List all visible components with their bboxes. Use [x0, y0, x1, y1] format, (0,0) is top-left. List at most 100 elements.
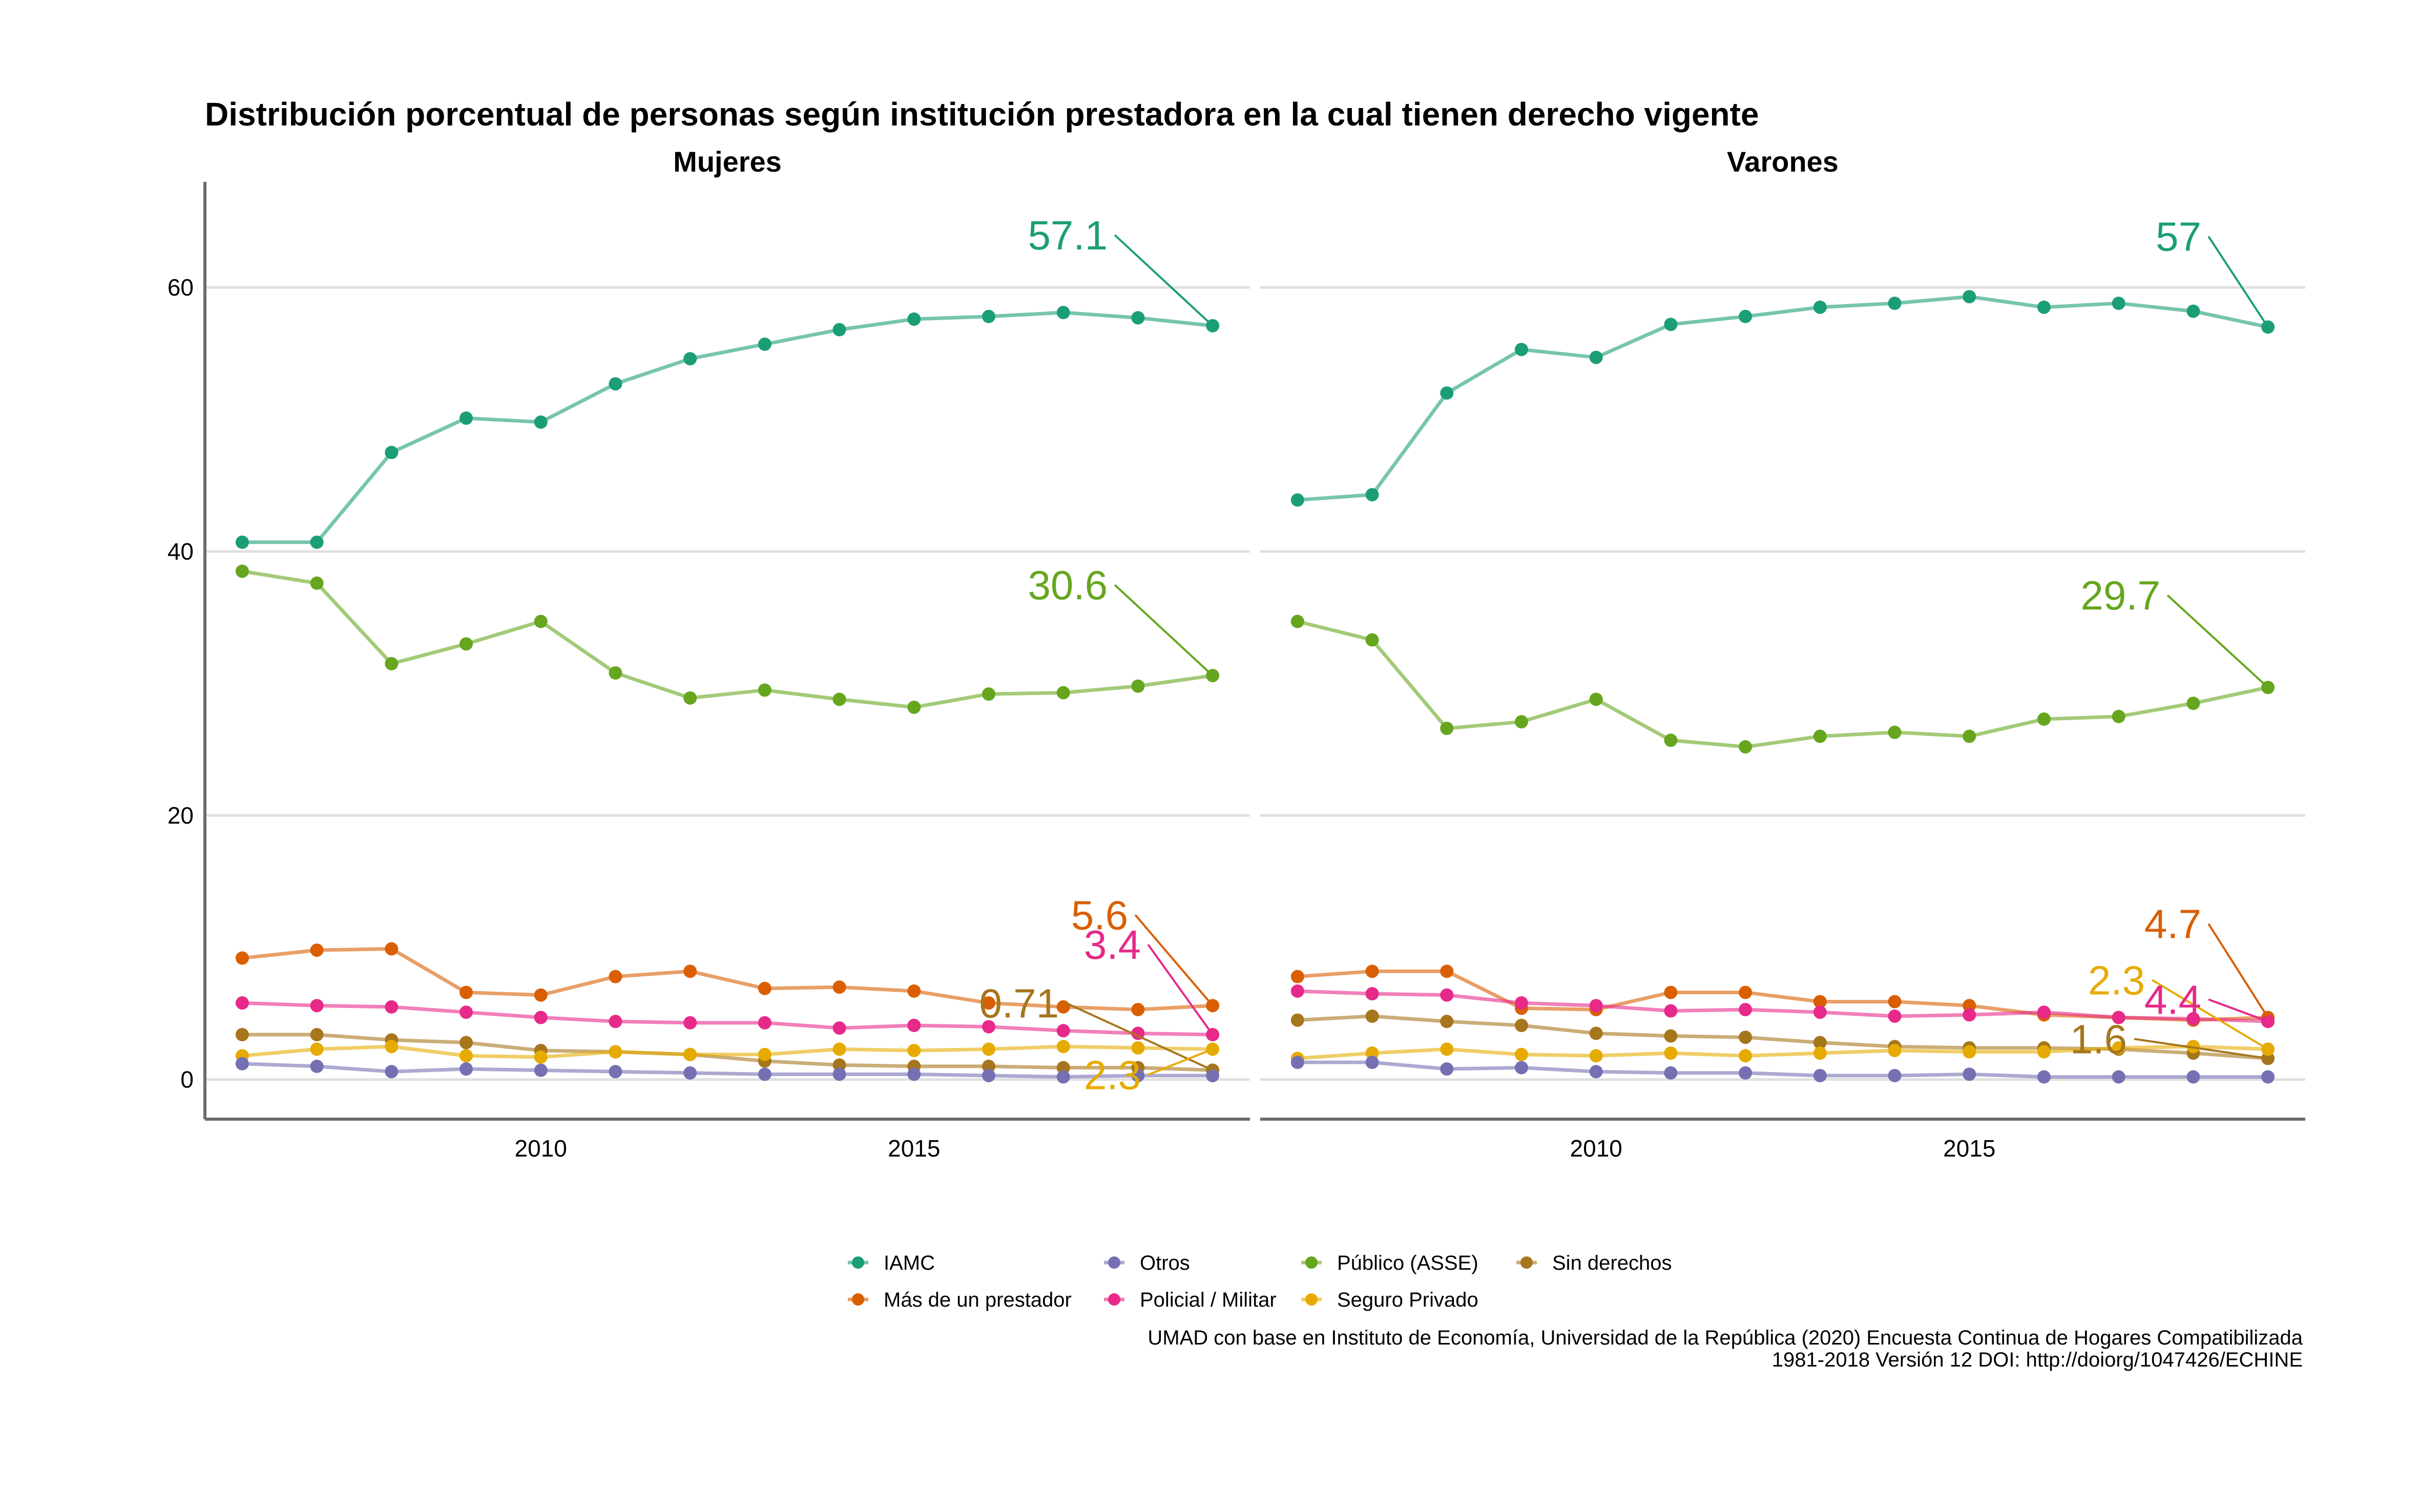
label-leader-sin-derechos [2134, 1038, 2268, 1060]
data-point-otros [1515, 1061, 1528, 1075]
data-point-iamc [609, 377, 622, 391]
data-point-otros [1440, 1062, 1454, 1076]
panel-mujeres: Mujeres 0 20 40 60 2010 2015 57.1 30.6 5.63.4 0.71… [168, 145, 1250, 1162]
data-point-policial-militar [1515, 996, 1528, 1010]
data-point-iamc [460, 411, 473, 425]
data-point-seguro-privado [982, 1042, 995, 1056]
legend-key-point-policial-militar [1108, 1293, 1120, 1306]
data-point-mas-de-un-prestador [907, 984, 921, 998]
data-point-publico-asse [385, 657, 399, 670]
end-label-seguro-privado: 2.3 [2088, 957, 2145, 1003]
data-point-mas-de-un-prestador [1813, 995, 1827, 1009]
legend-key-point-mas-de-un-prestador [852, 1293, 864, 1306]
data-point-publico-asse [609, 666, 622, 680]
panel-title-mujeres: Mujeres [673, 145, 782, 178]
data-point-policial-militar [1589, 999, 1603, 1013]
data-point-otros [310, 1059, 324, 1073]
data-point-seguro-privado [534, 1050, 548, 1064]
legend-item-seguro-privado: Seguro Privado [1301, 1289, 1478, 1311]
data-point-seguro-privado [907, 1043, 921, 1057]
series-line-mas-de-un-prestador [242, 947, 1213, 1012]
legend-label-mas-de-un-prestador: Más de un prestador [884, 1289, 1072, 1311]
legend: IAMC Más de un prestador Otros Policial / M… [848, 1252, 1672, 1311]
data-point-iamc [1888, 297, 1902, 310]
end-label-mas-de-un-prestador: 5.6 [1071, 892, 1128, 938]
series-line-iamc [242, 310, 1213, 544]
data-point-otros [758, 1067, 771, 1081]
label-leader-seguro-privado [1148, 1048, 1213, 1076]
data-point-publico-asse [1963, 729, 1976, 743]
series-line-seguro-privado [242, 1044, 1213, 1059]
data-point-publico-asse [2037, 712, 2051, 726]
data-point-seguro-privado [683, 1047, 697, 1061]
data-point-iamc [235, 535, 249, 549]
data-point-mas-de-un-prestador [1440, 964, 1454, 978]
data-point-mas-de-un-prestador [460, 985, 473, 999]
data-point-seguro-privado [1515, 1047, 1528, 1061]
data-point-otros [609, 1065, 622, 1079]
data-point-policial-militar [907, 1019, 921, 1032]
data-point-iamc [1056, 306, 1070, 320]
y-tick-label-20: 20 [168, 802, 194, 829]
data-point-mas-de-un-prestador [609, 970, 622, 983]
data-point-iamc [1813, 300, 1827, 314]
data-point-mas-de-un-prestador [235, 951, 249, 965]
data-point-seguro-privado [1589, 1049, 1603, 1063]
chart-panels: Mujeres 0 20 40 60 2010 2015 57.1 30.6 5.63.4 0.71… [168, 145, 2305, 1162]
legend-label-iamc: IAMC [884, 1252, 935, 1274]
end-label-policial-militar: 3.4 [1084, 922, 1141, 968]
data-point-otros [1131, 1068, 1145, 1082]
data-point-otros [1739, 1066, 1753, 1080]
data-point-policial-militar [982, 1020, 995, 1034]
data-point-sin-derechos [1290, 1013, 1304, 1027]
legend-item-otros: Otros [1104, 1252, 1190, 1274]
data-point-mas-de-un-prestador [534, 988, 548, 1002]
data-point-iamc [2186, 304, 2200, 318]
panel-title-varones: Varones [1727, 145, 1839, 178]
y-tick-label-60: 60 [168, 274, 194, 301]
legend-label-policial-militar: Policial / Militar [1140, 1289, 1277, 1311]
data-point-policial-militar [460, 1005, 473, 1019]
data-point-policial-militar [235, 996, 249, 1010]
data-point-seguro-privado [385, 1040, 399, 1054]
data-point-seguro-privado [460, 1049, 473, 1063]
data-point-otros [1664, 1066, 1678, 1080]
data-point-iamc [534, 415, 548, 429]
data-point-publico-asse [1290, 615, 1304, 628]
data-point-publico-asse [683, 691, 697, 705]
legend-label-otros: Otros [1140, 1252, 1190, 1274]
x-tick-label-2010: 2010 [515, 1135, 567, 1162]
data-point-mas-de-un-prestador [1290, 970, 1304, 983]
series-line-publico-asse [1297, 619, 2268, 749]
label-leader-publico-asse [2166, 594, 2269, 688]
data-point-publico-asse [1440, 722, 1454, 736]
data-point-iamc [1290, 493, 1304, 507]
data-point-otros [1365, 1056, 1379, 1069]
data-point-policial-militar [609, 1015, 622, 1028]
data-point-sin-derechos [1664, 1029, 1678, 1043]
series-line-otros [242, 1062, 1213, 1079]
data-point-mas-de-un-prestador [1131, 1003, 1145, 1017]
label-leader-iamc [1114, 234, 1214, 327]
data-point-mas-de-un-prestador [683, 964, 697, 978]
data-point-sin-derechos [1365, 1009, 1379, 1023]
data-point-publico-asse [1589, 692, 1603, 706]
end-label-iamc: 57 [2156, 214, 2201, 260]
data-point-seguro-privado [1664, 1046, 1678, 1060]
series-line-seguro-privado [1297, 1044, 2268, 1060]
data-point-policial-militar [832, 1021, 846, 1035]
data-point-iamc [683, 352, 697, 366]
end-label-publico-asse: 29.7 [2080, 573, 2160, 618]
data-point-otros [832, 1067, 846, 1081]
data-point-publico-asse [1515, 715, 1528, 729]
label-leader-seguro-privado [2152, 979, 2269, 1051]
data-point-otros [1206, 1068, 1220, 1082]
data-point-mas-de-un-prestador [1365, 964, 1379, 978]
end-label-iamc: 57.1 [1028, 213, 1108, 258]
legend-item-policial-militar: Policial / Militar [1104, 1289, 1277, 1311]
data-point-publico-asse [832, 692, 846, 706]
data-point-policial-militar [758, 1016, 771, 1030]
data-point-otros [1290, 1056, 1304, 1069]
series-line-publico-asse [242, 569, 1213, 709]
data-point-sin-derechos [235, 1028, 249, 1042]
